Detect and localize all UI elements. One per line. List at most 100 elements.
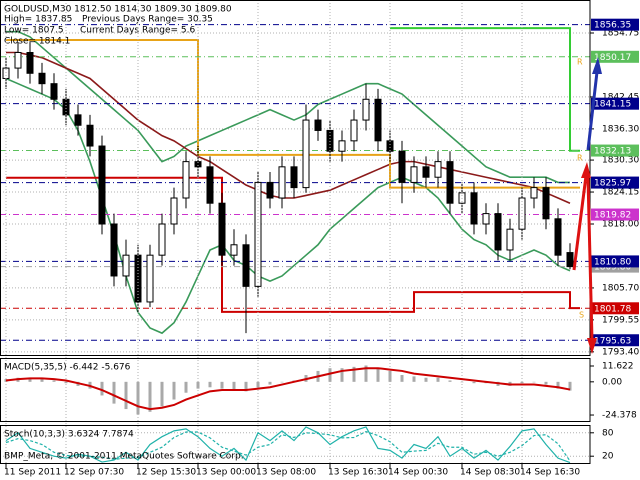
candle-body bbox=[338, 140, 346, 152]
histogram-bar bbox=[364, 365, 368, 382]
y-tick-label: 0.00 bbox=[602, 377, 622, 387]
candle-body bbox=[494, 213, 502, 251]
level-label: 1795.63 bbox=[594, 336, 631, 346]
histogram-bar bbox=[100, 381, 104, 396]
histogram-bar bbox=[388, 370, 392, 382]
histogram-bar bbox=[196, 381, 200, 389]
arrow bbox=[572, 175, 588, 271]
y-tick-label: 1830.30 bbox=[602, 156, 639, 166]
histogram-bar bbox=[136, 381, 140, 415]
candle-body bbox=[374, 98, 382, 142]
arrow-head bbox=[592, 57, 602, 74]
histogram-bar bbox=[124, 381, 128, 410]
histogram-bar bbox=[568, 381, 572, 391]
panel-title: MACD(5,35,5) -6.442 -5.676 bbox=[4, 363, 131, 373]
level-label: 1825.97 bbox=[594, 179, 631, 189]
histogram-bar bbox=[184, 381, 188, 393]
histogram-bar bbox=[220, 381, 224, 389]
x-tick-label: 12 Sep 07:30 bbox=[64, 468, 124, 478]
level-label: 1841.15 bbox=[594, 100, 631, 110]
y-tick-label: 1824.15 bbox=[602, 188, 639, 198]
y-tick-label: 1805.70 bbox=[602, 283, 639, 293]
candle-body bbox=[362, 98, 370, 121]
candle-body bbox=[98, 145, 106, 225]
x-tick-label: 14 Sep 16:30 bbox=[520, 468, 580, 478]
signal-line bbox=[5, 367, 571, 411]
level-label-box bbox=[591, 302, 639, 315]
level-label-box bbox=[591, 176, 639, 189]
histogram-bar bbox=[160, 381, 164, 407]
candle-body bbox=[302, 119, 310, 189]
candle-body bbox=[74, 114, 82, 126]
level-mark: R bbox=[577, 154, 583, 163]
y-tick-label: 1818.00 bbox=[602, 219, 639, 229]
candle-body bbox=[446, 161, 454, 204]
histogram-bar bbox=[28, 377, 32, 382]
histogram-bar bbox=[172, 381, 176, 400]
candle-body bbox=[158, 223, 166, 256]
oscillator-line bbox=[5, 430, 571, 462]
level-label-box bbox=[591, 334, 639, 347]
level-label: 1801.78 bbox=[594, 304, 631, 314]
x-tick-label: 13 Sep 08:00 bbox=[256, 468, 316, 478]
candle-body bbox=[326, 129, 334, 152]
candle-body bbox=[122, 254, 130, 277]
histogram-bar bbox=[52, 380, 56, 382]
y-tick-label: 20 bbox=[602, 452, 614, 462]
histogram-bar bbox=[40, 379, 44, 382]
panel-border bbox=[0, 358, 591, 422]
histogram-bar bbox=[448, 380, 452, 382]
x-tick-label: 14 Sep 00:30 bbox=[388, 468, 448, 478]
panel-title: Stoch(10,3,3) 3.6324 7.7874 bbox=[4, 430, 134, 440]
y-tick-label: 80 bbox=[602, 428, 614, 438]
candle-body bbox=[266, 181, 274, 199]
histogram-bar bbox=[148, 381, 152, 412]
candle-body bbox=[350, 119, 358, 142]
annotation: BMP_Meta, © 2001-2011 MetaQuotes Softwar… bbox=[4, 452, 244, 462]
candle-body bbox=[38, 72, 46, 85]
level-mark: S bbox=[579, 311, 584, 320]
info-text: High= 1837.85 bbox=[4, 15, 72, 25]
x-tick-label: 12 Sep 15:30 bbox=[136, 468, 196, 478]
candle-body bbox=[230, 244, 238, 256]
histogram-bar bbox=[64, 381, 68, 384]
candle-body bbox=[146, 254, 154, 303]
histogram-bar bbox=[112, 381, 116, 404]
level-mark: R bbox=[577, 58, 583, 67]
candle-body bbox=[182, 161, 190, 199]
candle-body bbox=[470, 192, 478, 225]
histogram-bar bbox=[556, 381, 560, 389]
histogram-bar bbox=[544, 381, 548, 385]
histogram-bar bbox=[352, 366, 356, 382]
x-tick-label: 11 Sep 2011 bbox=[4, 468, 61, 478]
level-label-box bbox=[591, 50, 639, 63]
arrow-head bbox=[581, 162, 591, 178]
level-label: 1819.82 bbox=[594, 211, 631, 221]
y-tick-label: 1836.30 bbox=[602, 124, 639, 134]
level-label: 1832.13 bbox=[594, 147, 631, 157]
histogram-bar bbox=[424, 377, 428, 382]
histogram-bar bbox=[268, 381, 272, 385]
y-tick-label: 1854.75 bbox=[602, 29, 639, 39]
indicator-line bbox=[6, 30, 570, 184]
histogram-bar bbox=[400, 375, 404, 382]
histogram-bar bbox=[340, 368, 344, 382]
candle-body bbox=[434, 161, 442, 178]
info-text: Low= 1807.5 bbox=[4, 26, 64, 36]
candle-body bbox=[242, 244, 250, 287]
arrows bbox=[572, 57, 602, 354]
histogram-bar bbox=[520, 381, 524, 384]
candle-body bbox=[398, 150, 406, 183]
candle-body bbox=[314, 119, 322, 131]
candle-body bbox=[50, 83, 58, 100]
y-tick-label: 1793.40 bbox=[602, 347, 639, 357]
candle-body bbox=[170, 197, 178, 225]
candle-body bbox=[110, 223, 118, 277]
candle-body bbox=[218, 202, 226, 256]
info-text: Close= 1814.1 bbox=[4, 37, 70, 47]
info-text: Previous Days Range= 30.35 bbox=[82, 15, 213, 25]
